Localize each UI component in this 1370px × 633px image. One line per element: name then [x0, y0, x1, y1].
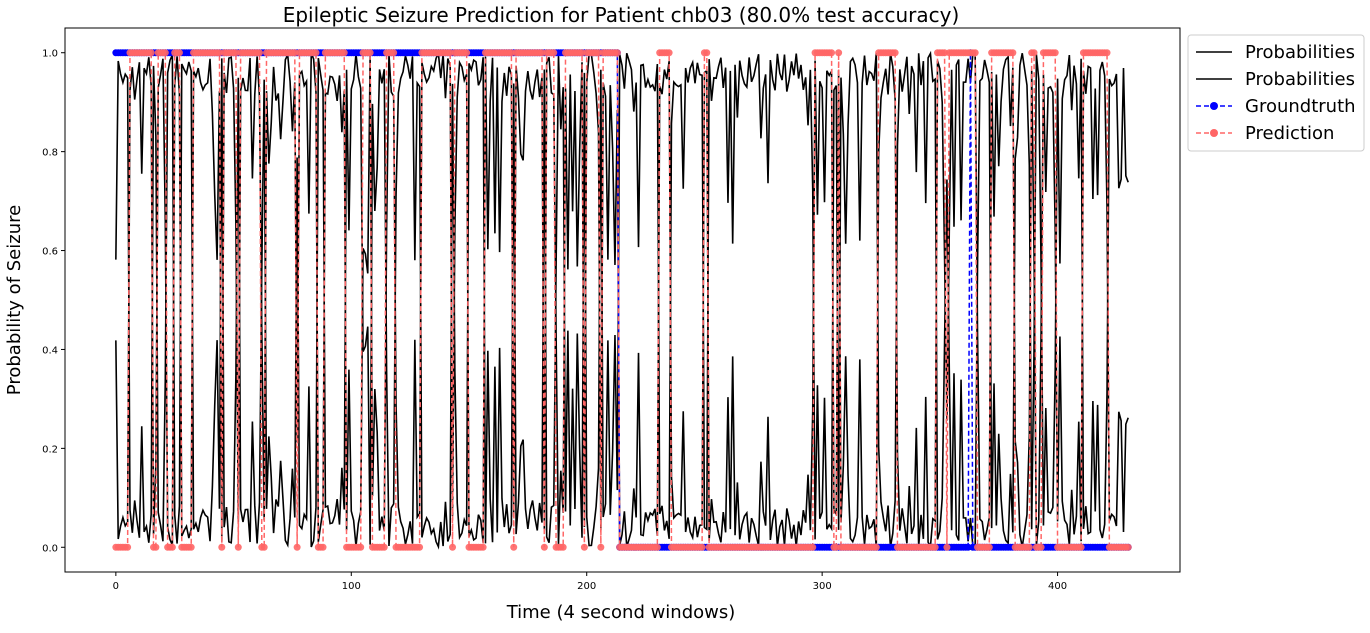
legend-label: Groundtruth: [1245, 96, 1356, 117]
prediction-point: [357, 543, 365, 551]
prediction-point: [540, 543, 548, 551]
y-tick-label: 0.8: [42, 148, 58, 159]
prediction-point: [828, 49, 836, 57]
prediction-point: [218, 543, 226, 551]
y-tick-label: 0.4: [42, 345, 58, 356]
prediction-point: [380, 543, 388, 551]
prediction-point: [1103, 49, 1111, 57]
y-tick-label: 0.0: [42, 543, 58, 554]
prediction-point: [698, 543, 706, 551]
y-axis-label: Probability of Seizure: [4, 205, 25, 395]
x-tick-label: 400: [1048, 581, 1067, 592]
prediction-point: [152, 543, 160, 551]
prediction-point: [943, 543, 951, 551]
x-tick-label: 200: [577, 581, 596, 592]
prediction-point: [124, 543, 132, 551]
prediction-point: [653, 543, 661, 551]
legend-label: Prediction: [1245, 123, 1334, 144]
y-tick-label: 0.2: [42, 444, 58, 455]
prediction-point: [835, 49, 843, 57]
legend: Probabilities Probabilities Groundtruth Pre…: [1187, 34, 1365, 152]
prediction-point: [161, 49, 169, 57]
prediction-point: [1124, 543, 1132, 551]
legend-marker: [1210, 129, 1218, 137]
legend-marker: [1210, 102, 1218, 110]
prediction-point: [931, 543, 939, 551]
prediction-point: [971, 49, 979, 57]
legend-label: Probabilities: [1245, 69, 1355, 90]
prediction-point: [559, 543, 567, 551]
plot-frame: [64, 27, 1181, 573]
series-line-probabilities-1: [115, 50, 1129, 550]
prediction-point: [234, 543, 242, 551]
x-tick-label: 0: [113, 581, 119, 592]
prediction-point: [510, 543, 518, 551]
prediction-point: [580, 543, 588, 551]
x-axis-label: Time (4 second windows): [506, 602, 736, 623]
prediction-point: [255, 49, 263, 57]
prediction-point: [463, 49, 471, 57]
prediction-point: [390, 49, 398, 57]
chart-title: Epileptic Seizure Prediction for Patient…: [283, 3, 960, 27]
prediction-point: [175, 49, 183, 57]
x-axis: 0 100 200 300 400: [113, 572, 1067, 592]
prediction-point: [366, 49, 374, 57]
prediction-point: [809, 543, 817, 551]
series-markers-layer: [112, 49, 1132, 551]
prediction-point: [340, 49, 348, 57]
legend-label: Probabilities: [1245, 42, 1355, 63]
prediction-point: [312, 49, 320, 57]
prediction-point: [613, 49, 621, 57]
prediction-point: [872, 543, 880, 551]
prediction-point: [1051, 49, 1059, 57]
y-tick-label: 1.0: [42, 49, 58, 60]
prediction-point: [168, 543, 176, 551]
prediction-point: [1025, 543, 1033, 551]
prediction-point: [550, 49, 558, 57]
prediction-point: [1037, 543, 1045, 551]
x-tick-label: 300: [813, 581, 832, 592]
prediction-point: [260, 543, 268, 551]
prediction-point: [416, 543, 424, 551]
prediction-point: [891, 49, 899, 57]
y-axis: 0.0 0.2 0.4 0.6 0.8 1.0: [42, 49, 65, 554]
prediction-point: [479, 543, 487, 551]
series-line-probabilities-0: [115, 50, 1129, 550]
prediction-point: [703, 49, 711, 57]
x-tick-label: 100: [342, 581, 361, 592]
prediction-point: [449, 543, 457, 551]
prediction-point: [597, 543, 605, 551]
prediction-point: [1030, 49, 1038, 57]
prediction-point: [293, 543, 301, 551]
y-tick-label: 0.6: [42, 247, 58, 258]
prediction-point: [985, 543, 993, 551]
prediction-point: [1009, 49, 1017, 57]
prediction-point: [319, 543, 327, 551]
prediction-point: [1077, 543, 1085, 551]
prediction-point: [187, 543, 195, 551]
series-lines-layer: [115, 50, 1129, 550]
legend-box: [1187, 34, 1365, 152]
prediction-point: [147, 49, 155, 57]
prediction-point: [665, 49, 673, 57]
